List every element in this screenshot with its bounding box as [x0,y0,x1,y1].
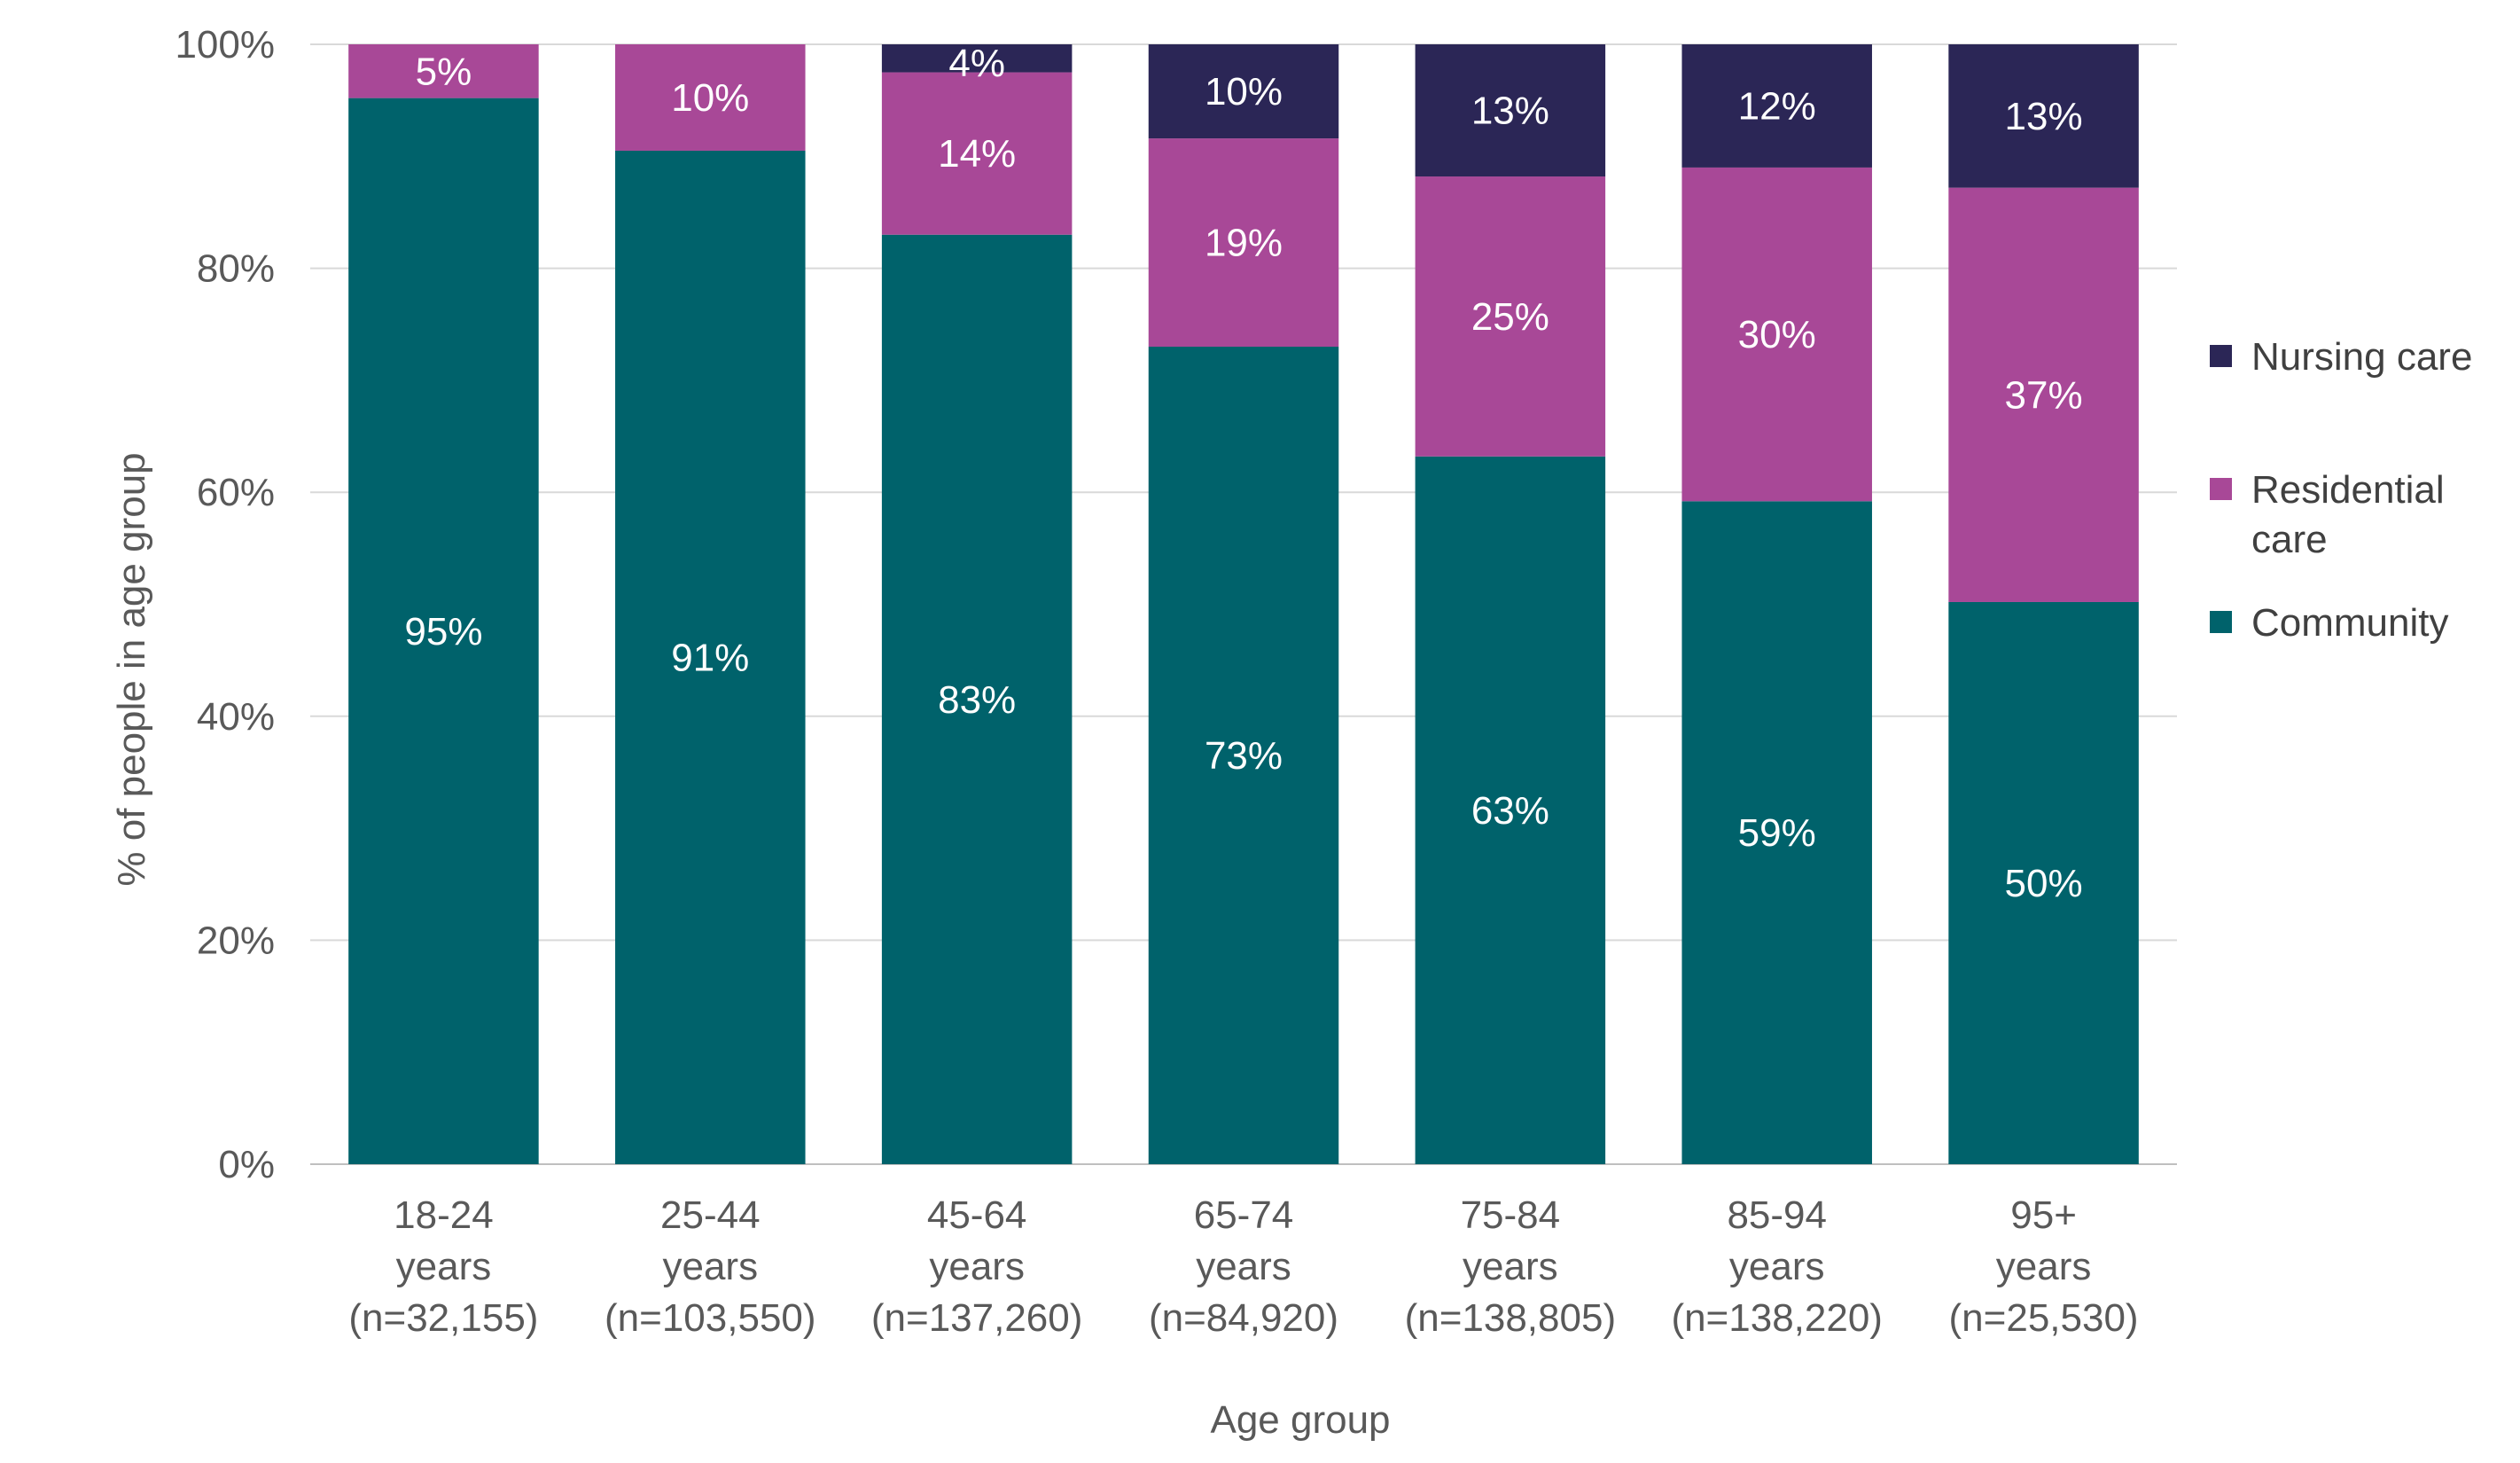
legend-swatch [2210,478,2232,500]
legend-swatch [2210,345,2232,367]
data-label: 4% [948,42,1005,85]
bar-segment-nursing-care [881,44,1073,73]
y-tick-label: 60% [197,471,275,514]
x-tick-label: 75-84 years (n=138,805) [1405,1193,1617,1340]
bar-segment-community [348,98,539,1164]
data-label: 12% [1738,84,1816,128]
bar-segment-community [1681,501,1872,1164]
data-labels: 95% 5% 91% 10% 83% 14% 4% 73% 19% 10% 63% 25% 13% 59%… [404,42,2082,905]
x-tick-label: 95+ years (n=25,530) [1949,1193,2139,1340]
y-axis: 0% 20% 40% 60% 80% 100% [175,23,275,1186]
bar-segment-community [1415,456,1606,1164]
x-axis-title: Age group [1210,1398,1390,1442]
data-label: 59% [1738,811,1816,855]
y-tick-label: 0% [218,1143,275,1186]
data-label: 5% [416,50,472,93]
data-label: 10% [671,76,749,120]
y-tick-label: 100% [175,23,275,66]
bars [348,44,2139,1165]
legend-item: Nursing care [2210,335,2472,379]
x-axis: 18-24 years (n=32,155) 25-44 years (n=103,550… [348,1193,2138,1340]
bar-segment-residential-care [1948,187,2139,602]
data-label: 83% [938,678,1016,722]
bar-segment-residential-care [881,72,1073,235]
x-tick-label: 65-74 years (n=84,920) [1149,1193,1338,1340]
bar-segment-residential-care [1415,176,1606,457]
data-label: 30% [1738,313,1816,356]
legend-label: Community [2251,601,2449,645]
bar-segment-residential-care [1681,167,1872,502]
bar-segment-residential-care [348,44,539,98]
data-label: 10% [1205,70,1283,113]
y-tick-label: 40% [197,695,275,739]
y-tick-label: 80% [197,247,275,291]
legend: Nursing care Residential care Community [2210,335,2472,645]
data-label: 13% [2005,95,2083,138]
legend-item: Residential care [2210,468,2445,561]
data-label: 14% [938,132,1016,176]
data-label: 63% [1471,789,1549,833]
data-label: 25% [1471,295,1549,339]
legend-swatch [2210,611,2232,633]
bar-segment-nursing-care [1948,44,2139,188]
bar-segment-nursing-care [1415,44,1606,177]
data-label: 13% [1471,90,1549,133]
data-label: 95% [404,610,482,653]
bar-segment-community [1148,347,1339,1164]
legend-item: Community [2210,601,2449,645]
bar-segment-residential-care [615,44,806,151]
data-label: 37% [2005,373,2083,417]
x-tick-label: 45-64 years (n=137,260) [871,1193,1083,1340]
bar-segment-residential-care [1148,138,1339,348]
bar-segment-community [615,150,806,1165]
x-tick-label: 18-24 years (n=32,155) [348,1193,538,1340]
bar-segment-community [1948,601,2139,1164]
legend-label: Nursing care [2251,335,2472,379]
bar-segment-nursing-care [1681,44,1872,168]
bar-segment-community [881,234,1073,1165]
data-label: 73% [1205,734,1283,778]
data-label: 91% [671,636,749,679]
data-label: 50% [2005,862,2083,905]
x-tick-label: 85-94 years (n=138,220) [1671,1193,1883,1340]
y-axis-title: % of people in age group [110,452,153,886]
legend-label: Residential care [2251,468,2445,561]
y-tick-label: 20% [197,919,275,962]
bar-segment-nursing-care [1148,44,1339,139]
x-tick-label: 25-44 years (n=103,550) [605,1193,816,1340]
data-label: 19% [1205,222,1283,265]
